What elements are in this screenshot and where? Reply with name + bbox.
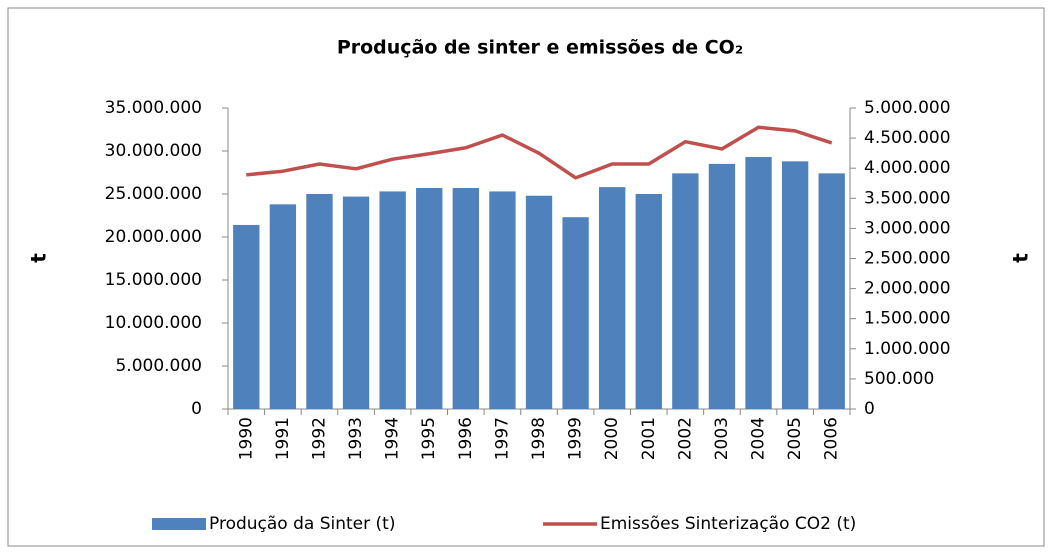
y2-tick-label: 1.500.000	[864, 309, 951, 329]
x-tick-label: 2003	[712, 417, 732, 460]
bar	[599, 187, 626, 409]
x-tick-label: 1993	[346, 417, 366, 460]
y-tick-label: 0	[191, 399, 202, 419]
bar	[745, 157, 772, 409]
y2-tick-label: 2.000.000	[864, 279, 951, 299]
y-tick-label: 35.000.000	[105, 98, 202, 118]
bar	[452, 187, 479, 409]
y2-tick-label: 3.000.000	[864, 218, 951, 238]
y2-tick-label: 0	[864, 399, 875, 419]
y-tick-label: 15.000.000	[105, 270, 202, 290]
y2-tick-label: 3.500.000	[864, 188, 951, 208]
bar	[708, 163, 736, 409]
legend-label: Emissões Sinterização CO2 (t)	[600, 514, 856, 534]
bar	[525, 195, 553, 409]
x-tick-label: 2002	[675, 417, 695, 460]
x-tick-label: 1997	[492, 417, 512, 460]
x-tick-label: 1991	[273, 417, 293, 460]
y2-tick-label: 4.500.000	[864, 128, 951, 148]
y-tick-label: 25.000.000	[105, 184, 202, 204]
y2-tick-label: 2.500.000	[864, 249, 951, 269]
x-tick-label: 2006	[822, 417, 842, 460]
x-tick-label: 1996	[456, 417, 476, 460]
y-tick-label: 5.000.000	[115, 356, 202, 376]
x-tick-label: 2005	[785, 417, 805, 460]
bar	[342, 196, 370, 409]
bar	[306, 194, 333, 409]
bar	[416, 187, 443, 409]
bar	[562, 217, 589, 409]
x-tick-label: 1998	[529, 417, 549, 460]
legend-swatch	[152, 518, 206, 530]
chart-title: Produção de sinter e emissões de CO₂	[337, 37, 743, 59]
x-tick-label: 1995	[419, 417, 439, 460]
x-tick-label: 1994	[383, 417, 403, 460]
y-tick-label: 20.000.000	[105, 227, 202, 247]
bar	[635, 194, 662, 409]
bar	[818, 173, 845, 409]
legend-label: Produção da Sinter (t)	[209, 514, 395, 534]
y2-tick-label: 1.000.000	[864, 339, 951, 359]
y-tick-label: 30.000.000	[105, 141, 202, 161]
bar	[269, 204, 297, 409]
line	[246, 125, 833, 180]
y2-tick-label: 500.000	[864, 369, 934, 389]
bar	[672, 173, 699, 409]
bar	[379, 191, 406, 409]
x-tick-label: 2000	[602, 417, 622, 460]
x-tick-label: 2001	[639, 417, 659, 460]
y2-tick-label: 5.000.000	[864, 98, 951, 118]
x-tick-label: 1992	[309, 417, 329, 460]
y-axis-label: t	[27, 253, 51, 263]
bar	[489, 191, 516, 409]
bar	[233, 224, 260, 409]
bar	[781, 161, 809, 409]
x-tick-label: 2004	[749, 417, 769, 460]
x-tick-label: 1999	[566, 417, 586, 460]
x-tick-label: 1990	[236, 417, 256, 460]
y2-axis-label: t	[1009, 253, 1033, 263]
y2-tick-label: 4.000.000	[864, 158, 951, 178]
y-tick-label: 10.000.000	[105, 313, 202, 333]
